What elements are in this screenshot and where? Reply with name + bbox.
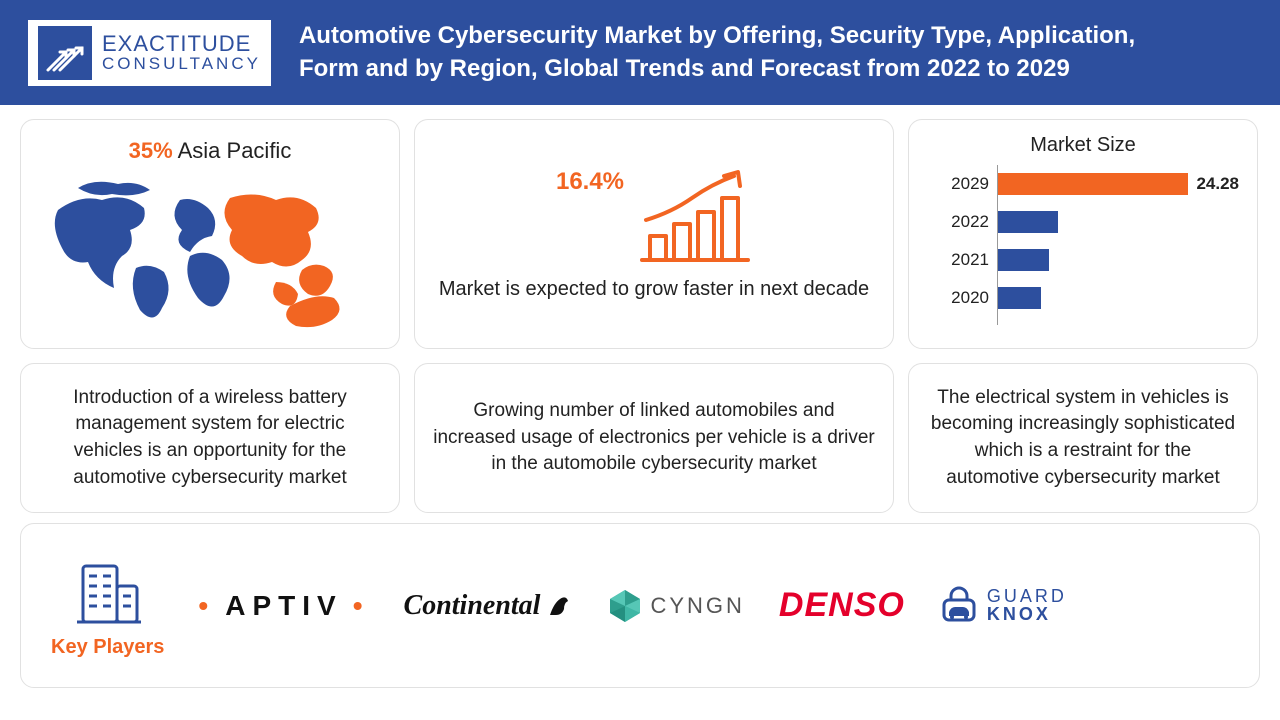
logo-arrows-icon — [38, 26, 92, 80]
market-size-year-label: 2021 — [927, 250, 997, 270]
growth-subtitle: Market is expected to grow faster in nex… — [439, 278, 869, 301]
region-name: Asia Pacific — [178, 138, 292, 163]
continental-text: Continental — [404, 590, 541, 622]
player-cyngn: CYNGN — [606, 587, 744, 625]
info-grid: 35% Asia Pacific 16.4% — [0, 105, 1280, 523]
logo: EXACTITUDE CONSULTANCY — [28, 20, 271, 86]
driver-text: Growing number of linked automobiles and… — [433, 398, 875, 478]
market-size-track: 24.28 — [997, 165, 1239, 203]
region-pct: 35% — [129, 138, 173, 163]
market-size-card: Market Size 2029 24.28 2022 2021 2020 — [908, 119, 1258, 349]
market-size-year-label: 2020 — [927, 288, 997, 308]
aptiv-dot-icon: • — [198, 590, 215, 622]
guardknox-text: GUARD KNOX — [987, 588, 1067, 622]
market-size-track — [997, 203, 1239, 241]
market-size-bar — [998, 249, 1049, 271]
logo-line2: CONSULTANCY — [102, 55, 261, 73]
market-size-track — [997, 279, 1239, 317]
market-size-row: 2020 — [927, 279, 1239, 317]
world-map-icon — [40, 170, 380, 330]
market-size-row: 2021 — [927, 241, 1239, 279]
cyngn-gem-icon — [606, 587, 644, 625]
horse-icon — [546, 593, 572, 619]
car-lock-icon — [939, 586, 979, 626]
region-heading: 35% Asia Pacific — [129, 138, 292, 164]
market-size-chart: 2029 24.28 2022 2021 2020 — [927, 165, 1239, 325]
player-aptiv: • APTIV • — [198, 590, 369, 622]
logo-text: EXACTITUDE CONSULTANCY — [102, 32, 261, 73]
building-icon — [69, 552, 147, 630]
opportunity-text: Introduction of a wireless battery manag… — [39, 385, 381, 491]
player-guardknox: GUARD KNOX — [939, 586, 1067, 626]
market-size-row: 2022 — [927, 203, 1239, 241]
market-size-year-label: 2029 — [927, 174, 997, 194]
denso-text: DENSO — [779, 586, 905, 625]
player-continental: Continental — [404, 590, 573, 622]
growth-pct: 16.4% — [556, 168, 624, 196]
market-size-bar — [998, 287, 1041, 309]
header: EXACTITUDE CONSULTANCY Automotive Cybers… — [0, 0, 1280, 105]
cyngn-text: CYNGN — [650, 593, 744, 619]
key-players-header: Key Players — [51, 552, 164, 659]
market-size-row: 2029 24.28 — [927, 165, 1239, 203]
restraint-text: The electrical system in vehicles is bec… — [927, 385, 1239, 491]
market-size-bar — [998, 211, 1058, 233]
growth-card: 16.4% Market is expected to grow faster … — [414, 119, 894, 349]
restraint-card: The electrical system in vehicles is bec… — [908, 363, 1258, 513]
key-players-section: Key Players • APTIV • Continental CYNGN … — [20, 523, 1260, 688]
aptiv-text: APTIV — [225, 590, 342, 622]
market-size-year-label: 2022 — [927, 212, 997, 232]
growth-chart-icon — [632, 168, 752, 268]
aptiv-dot-icon: • — [353, 590, 370, 622]
player-denso: DENSO — [779, 586, 905, 625]
logo-line1: EXACTITUDE — [102, 32, 261, 55]
driver-card: Growing number of linked automobiles and… — [414, 363, 894, 513]
page-title: Automotive Cybersecurity Market by Offer… — [299, 20, 1159, 85]
opportunity-card: Introduction of a wireless battery manag… — [20, 363, 400, 513]
market-size-title: Market Size — [927, 134, 1239, 157]
market-size-bar — [998, 173, 1188, 195]
market-size-value: 24.28 — [1196, 174, 1239, 194]
market-size-track — [997, 241, 1239, 279]
key-players-label: Key Players — [51, 636, 164, 659]
region-card: 35% Asia Pacific — [20, 119, 400, 349]
